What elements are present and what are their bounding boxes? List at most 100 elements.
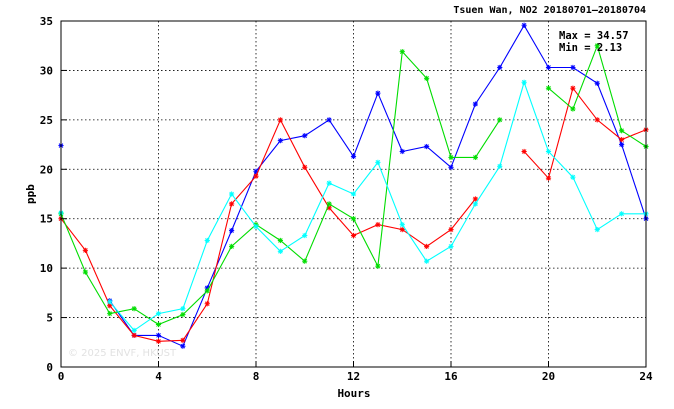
data-point xyxy=(594,226,600,233)
y-tick-label: 20 xyxy=(40,163,53,176)
x-tick-label: 0 xyxy=(58,370,65,383)
series-line xyxy=(548,43,647,147)
data-point xyxy=(424,143,430,150)
x-tick-label: 8 xyxy=(253,370,260,383)
series-layer xyxy=(58,22,649,349)
data-point xyxy=(302,232,308,239)
data-point xyxy=(302,133,308,139)
y-tick-label: 0 xyxy=(46,361,53,374)
data-point xyxy=(204,237,210,244)
data-point xyxy=(229,227,235,234)
data-point xyxy=(82,269,88,275)
data-point xyxy=(619,137,625,143)
data-point xyxy=(180,343,186,349)
x-tick-label: 4 xyxy=(155,370,162,383)
data-point xyxy=(82,247,88,253)
data-point xyxy=(155,332,162,338)
data-point xyxy=(350,216,357,222)
y-axis-label: ppb xyxy=(24,184,37,204)
x-tick-label: 20 xyxy=(542,370,555,383)
data-point xyxy=(497,117,503,123)
data-point xyxy=(424,75,430,81)
data-point xyxy=(424,243,430,249)
data-point xyxy=(350,191,357,197)
data-point xyxy=(229,201,235,207)
data-point xyxy=(570,64,576,71)
data-point xyxy=(131,327,137,334)
data-point xyxy=(399,222,405,228)
chart-title: Tsuen Wan, NO2 20180701–20180704 xyxy=(453,5,646,16)
data-point xyxy=(521,22,527,28)
data-point xyxy=(594,43,600,49)
data-point xyxy=(277,237,283,244)
data-point xyxy=(594,117,600,123)
data-point xyxy=(204,301,210,307)
x-axis-label: Hours xyxy=(337,387,370,400)
data-point xyxy=(180,312,186,318)
data-point xyxy=(155,338,162,344)
series-4 xyxy=(58,79,649,334)
watermark: © 2025 ENVF, HKUST xyxy=(68,348,177,359)
data-point xyxy=(472,196,478,202)
data-point xyxy=(155,311,162,317)
data-point xyxy=(545,85,552,91)
data-point xyxy=(448,226,454,233)
series-line xyxy=(109,24,647,347)
data-point xyxy=(448,243,454,249)
data-point xyxy=(155,321,162,328)
data-point xyxy=(545,148,552,155)
data-point xyxy=(472,201,478,207)
data-point xyxy=(253,224,259,230)
series-line xyxy=(60,50,501,326)
data-point xyxy=(229,191,235,197)
y-tick-label: 15 xyxy=(40,213,53,226)
data-point xyxy=(570,106,576,112)
data-point xyxy=(131,332,137,338)
data-point xyxy=(277,138,283,144)
data-point xyxy=(229,243,235,249)
data-point xyxy=(180,337,186,343)
data-point xyxy=(326,201,332,207)
data-point xyxy=(594,80,600,86)
data-point xyxy=(570,174,576,180)
data-point xyxy=(399,148,405,155)
x-tick-label: 16 xyxy=(444,370,458,383)
data-point xyxy=(204,288,210,294)
max-label: Max = 34.57 xyxy=(559,30,629,42)
data-point xyxy=(326,117,332,123)
data-point xyxy=(302,258,308,264)
series-line xyxy=(523,86,647,180)
y-tick-label: 10 xyxy=(40,262,53,275)
data-point xyxy=(497,163,503,169)
x-tick-label: 12 xyxy=(347,370,360,383)
data-point xyxy=(399,226,405,233)
data-point xyxy=(545,64,552,71)
y-tick-label: 35 xyxy=(40,15,53,28)
series-line xyxy=(60,118,476,342)
axis-ticks: 0 4 8 12 16 20 24 0 5 10 15 20 25 30 35 xyxy=(40,15,653,383)
data-point xyxy=(375,90,381,96)
data-point xyxy=(253,173,259,179)
data-point xyxy=(375,263,381,269)
y-tick-label: 5 xyxy=(46,312,53,325)
data-point xyxy=(521,148,527,155)
data-point xyxy=(350,232,357,239)
data-point xyxy=(350,153,357,160)
data-point xyxy=(302,164,308,170)
series-3 xyxy=(58,43,649,328)
series-2 xyxy=(58,85,649,344)
data-point xyxy=(448,154,454,161)
min-label: Min = 2.13 xyxy=(559,42,622,54)
data-point xyxy=(107,311,113,317)
data-point xyxy=(180,306,186,312)
data-point xyxy=(107,303,113,309)
data-point xyxy=(545,175,552,181)
data-point xyxy=(277,117,283,123)
data-point xyxy=(497,64,503,71)
y-tick-label: 30 xyxy=(40,64,53,77)
data-point xyxy=(619,211,625,217)
x-tick-label: 24 xyxy=(639,370,653,383)
y-tick-label: 25 xyxy=(40,114,53,127)
data-point xyxy=(619,128,625,134)
